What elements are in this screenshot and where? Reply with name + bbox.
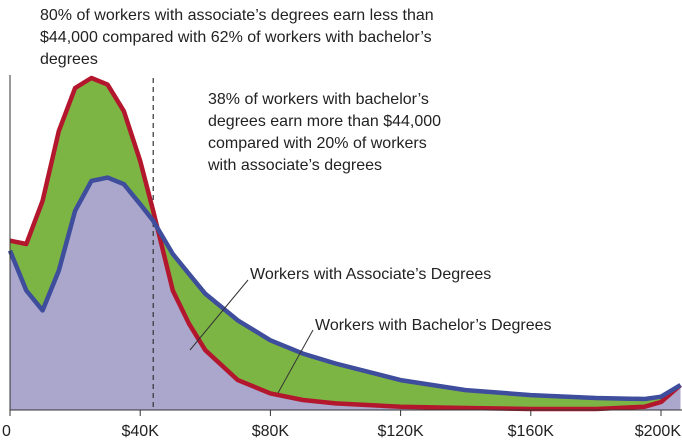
- area-overlap: [10, 177, 681, 410]
- series-line: [9, 75, 682, 412]
- legend-label: Workers with Bachelor’s Degrees: [315, 317, 552, 334]
- annotation: 80% of workers with associate’s degrees …: [40, 7, 434, 24]
- x-tick-label: 0: [2, 423, 11, 440]
- x-tick-label: $40K: [122, 423, 160, 440]
- x-tick-label: $160K: [508, 423, 555, 440]
- leader-line: [277, 329, 314, 394]
- x-tick-label: $80K: [252, 423, 290, 440]
- annotation: degrees: [40, 51, 98, 68]
- annotation: 38% of workers with bachelor’s: [208, 91, 429, 108]
- annotation: compared with 20% of workers: [208, 135, 427, 152]
- annotation: with associate’s degrees: [207, 157, 382, 174]
- leader-line: [189, 279, 249, 351]
- legend-label: Workers with Associate’s Degrees: [250, 266, 491, 283]
- series-line: [7, 175, 682, 402]
- x-tick-label: $200K: [635, 423, 682, 440]
- annotation: $44,000 compared with 62% of workers wit…: [40, 29, 432, 46]
- x-tick-label: $120K: [377, 423, 424, 440]
- annotation: degrees earn more than $44,000: [208, 113, 441, 130]
